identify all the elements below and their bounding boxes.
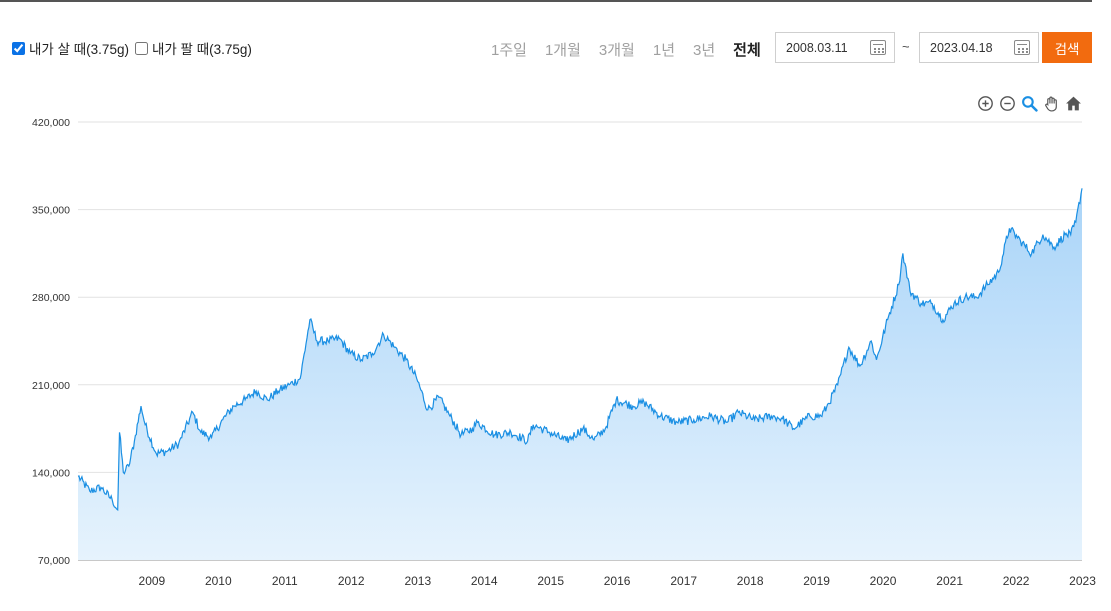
magnifier-icon[interactable] [1021, 95, 1038, 112]
x-tick-label: 2015 [537, 574, 564, 588]
home-icon[interactable] [1065, 95, 1082, 112]
x-tick-label: 2020 [870, 574, 897, 588]
y-axis: 70,000 140,000 210,000 280,000 350,000 420,00… [32, 117, 70, 567]
zoom-out-icon[interactable] [999, 95, 1016, 112]
period-tab-all[interactable]: 전체 [733, 42, 761, 59]
chart-toolbar [977, 95, 1087, 112]
y-tick-label: 140,000 [32, 467, 70, 479]
y-tick-label: 350,000 [32, 205, 70, 217]
period-tab-1week[interactable]: 1주일 [491, 42, 527, 59]
start-date-field[interactable]: 2008.03.11 [775, 32, 895, 63]
y-tick-label: 420,000 [32, 117, 70, 129]
buy-option[interactable]: 내가 살 때(3.75g) [12, 38, 129, 58]
x-tick-label: 2021 [936, 574, 963, 588]
x-tick-label: 2011 [272, 574, 298, 588]
y-tick-label: 70,000 [38, 555, 70, 567]
period-tab-3months[interactable]: 3개월 [598, 42, 635, 59]
end-date-field[interactable]: 2023.04.18 [919, 32, 1039, 63]
x-tick-label: 2017 [670, 574, 697, 588]
zoom-in-icon[interactable] [977, 95, 994, 112]
x-tick-label: 2019 [803, 574, 830, 588]
x-tick-label: 2013 [404, 574, 431, 588]
end-date-value: 2023.04.18 [930, 40, 993, 55]
x-tick-label: 2023 [1069, 574, 1096, 588]
period-tab-3years[interactable]: 3년 [693, 42, 716, 59]
price-line [77, 188, 1083, 512]
x-tick-label: 2012 [338, 574, 365, 588]
sell-label: 내가 팔 때(3.75g) [151, 42, 252, 57]
buy-label: 내가 살 때(3.75g) [29, 42, 129, 57]
period-tab-1year[interactable]: 1년 [652, 42, 676, 59]
sell-checkbox[interactable] [134, 41, 148, 55]
pan-hand-icon[interactable] [1043, 95, 1060, 112]
x-axis: 2009 2010 2011 2012 2013 2014 2015 2016 2017 2018… [139, 574, 1097, 588]
date-separator: ~ [902, 39, 910, 54]
start-date-value: 2008.03.11 [786, 40, 848, 55]
y-tick-label: 280,000 [32, 292, 70, 304]
calendar-icon[interactable] [870, 40, 886, 55]
period-tab-1month[interactable]: 1개월 [544, 42, 581, 59]
x-tick-label: 2022 [1003, 574, 1030, 588]
x-tick-label: 2018 [737, 574, 764, 588]
x-tick-label: 2014 [471, 574, 498, 588]
x-tick-label: 2010 [205, 574, 232, 588]
price-type-filters: 내가 살 때(3.75g) 내가 팔 때(3.75g) [12, 38, 258, 58]
buy-checkbox[interactable] [12, 41, 25, 55]
sell-option[interactable]: 내가 팔 때(3.75g) [134, 38, 252, 58]
calendar-icon[interactable] [1014, 40, 1030, 55]
search-button[interactable]: 검색 [1042, 32, 1092, 63]
y-tick-label: 210,000 [32, 380, 70, 392]
x-tick-label: 2009 [139, 574, 166, 588]
period-tabs: 1주일 1개월 3개월 1년 3년 전체 [482, 39, 770, 60]
x-tick-label: 2016 [604, 574, 631, 588]
top-border [0, 0, 1092, 2]
price-area [78, 188, 1082, 561]
